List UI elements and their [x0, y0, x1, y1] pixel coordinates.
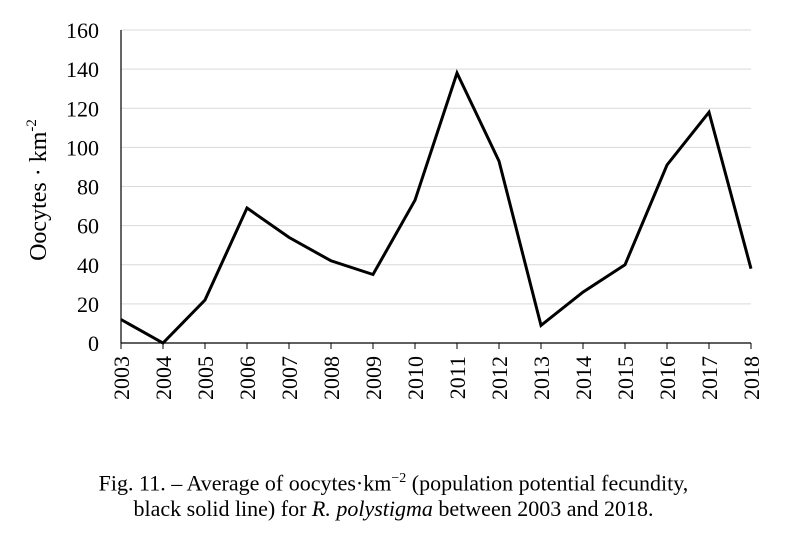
x-tick-label: 2003	[109, 356, 134, 400]
caption-text: black solid line) for	[133, 496, 312, 522]
x-tick-label: 2016	[655, 356, 680, 400]
y-tick-labels: 0 20 40 60 80 100 120 140 160	[66, 18, 99, 356]
x-tick-labels: 2003 2004 2005 2006 2007 2008 2009 2010 2011 2012…	[109, 356, 764, 400]
y-axis-label: Oocytes · km-2	[24, 119, 52, 261]
y-tick-label: 80	[77, 175, 99, 200]
series-lines	[120, 68, 753, 345]
figure-caption: Fig. 11. – Average of oocytes·km−2 (popu…	[0, 466, 787, 522]
x-tick-label: 2013	[529, 356, 554, 400]
caption-species-name: R. polystigma	[311, 496, 433, 522]
y-tick-label: 40	[77, 253, 99, 278]
x-tick-label: 2015	[613, 356, 638, 400]
caption-text: Fig. 11. – Average of oocytes·km	[98, 470, 392, 496]
series-line	[120, 68, 753, 345]
y-axis-label-superscript: -2	[24, 119, 40, 132]
y-tick-label: 0	[88, 331, 99, 356]
y-tick-label: 60	[77, 214, 99, 239]
y-tick-label: 120	[66, 96, 99, 121]
x-tick-label: 2009	[361, 356, 386, 400]
x-tick-label: 2011	[445, 356, 470, 399]
x-tick-label: 2010	[403, 356, 428, 400]
caption-text: between 2003 and 2018.	[432, 496, 654, 522]
x-tick-label: 2017	[697, 356, 722, 400]
y-tick-label: 160	[66, 18, 99, 43]
caption-superscript: −2	[391, 471, 407, 486]
gridlines	[121, 29, 751, 305]
caption-line-1: Fig. 11. – Average of oocytes·km−2 (popu…	[0, 466, 787, 496]
y-axis-label-text: Oocytes · km	[26, 131, 52, 261]
x-tick-label: 2008	[319, 356, 344, 400]
x-tick-label: 2006	[235, 356, 260, 400]
x-tick-label: 2018	[739, 356, 764, 400]
y-tick-label: 20	[77, 292, 99, 317]
caption-line-2: black solid line) for R. polystigma betw…	[0, 496, 787, 522]
x-tick-label: 2012	[487, 356, 512, 400]
x-tick-label: 2004	[151, 356, 176, 400]
x-tick-label: 2005	[193, 356, 218, 400]
y-tick-label: 100	[66, 135, 99, 160]
y-tick-label: 140	[66, 57, 99, 82]
x-tick-label: 2014	[571, 356, 596, 400]
x-tick-label: 2007	[277, 356, 302, 400]
caption-text: (population potential fecundity,	[406, 470, 689, 496]
